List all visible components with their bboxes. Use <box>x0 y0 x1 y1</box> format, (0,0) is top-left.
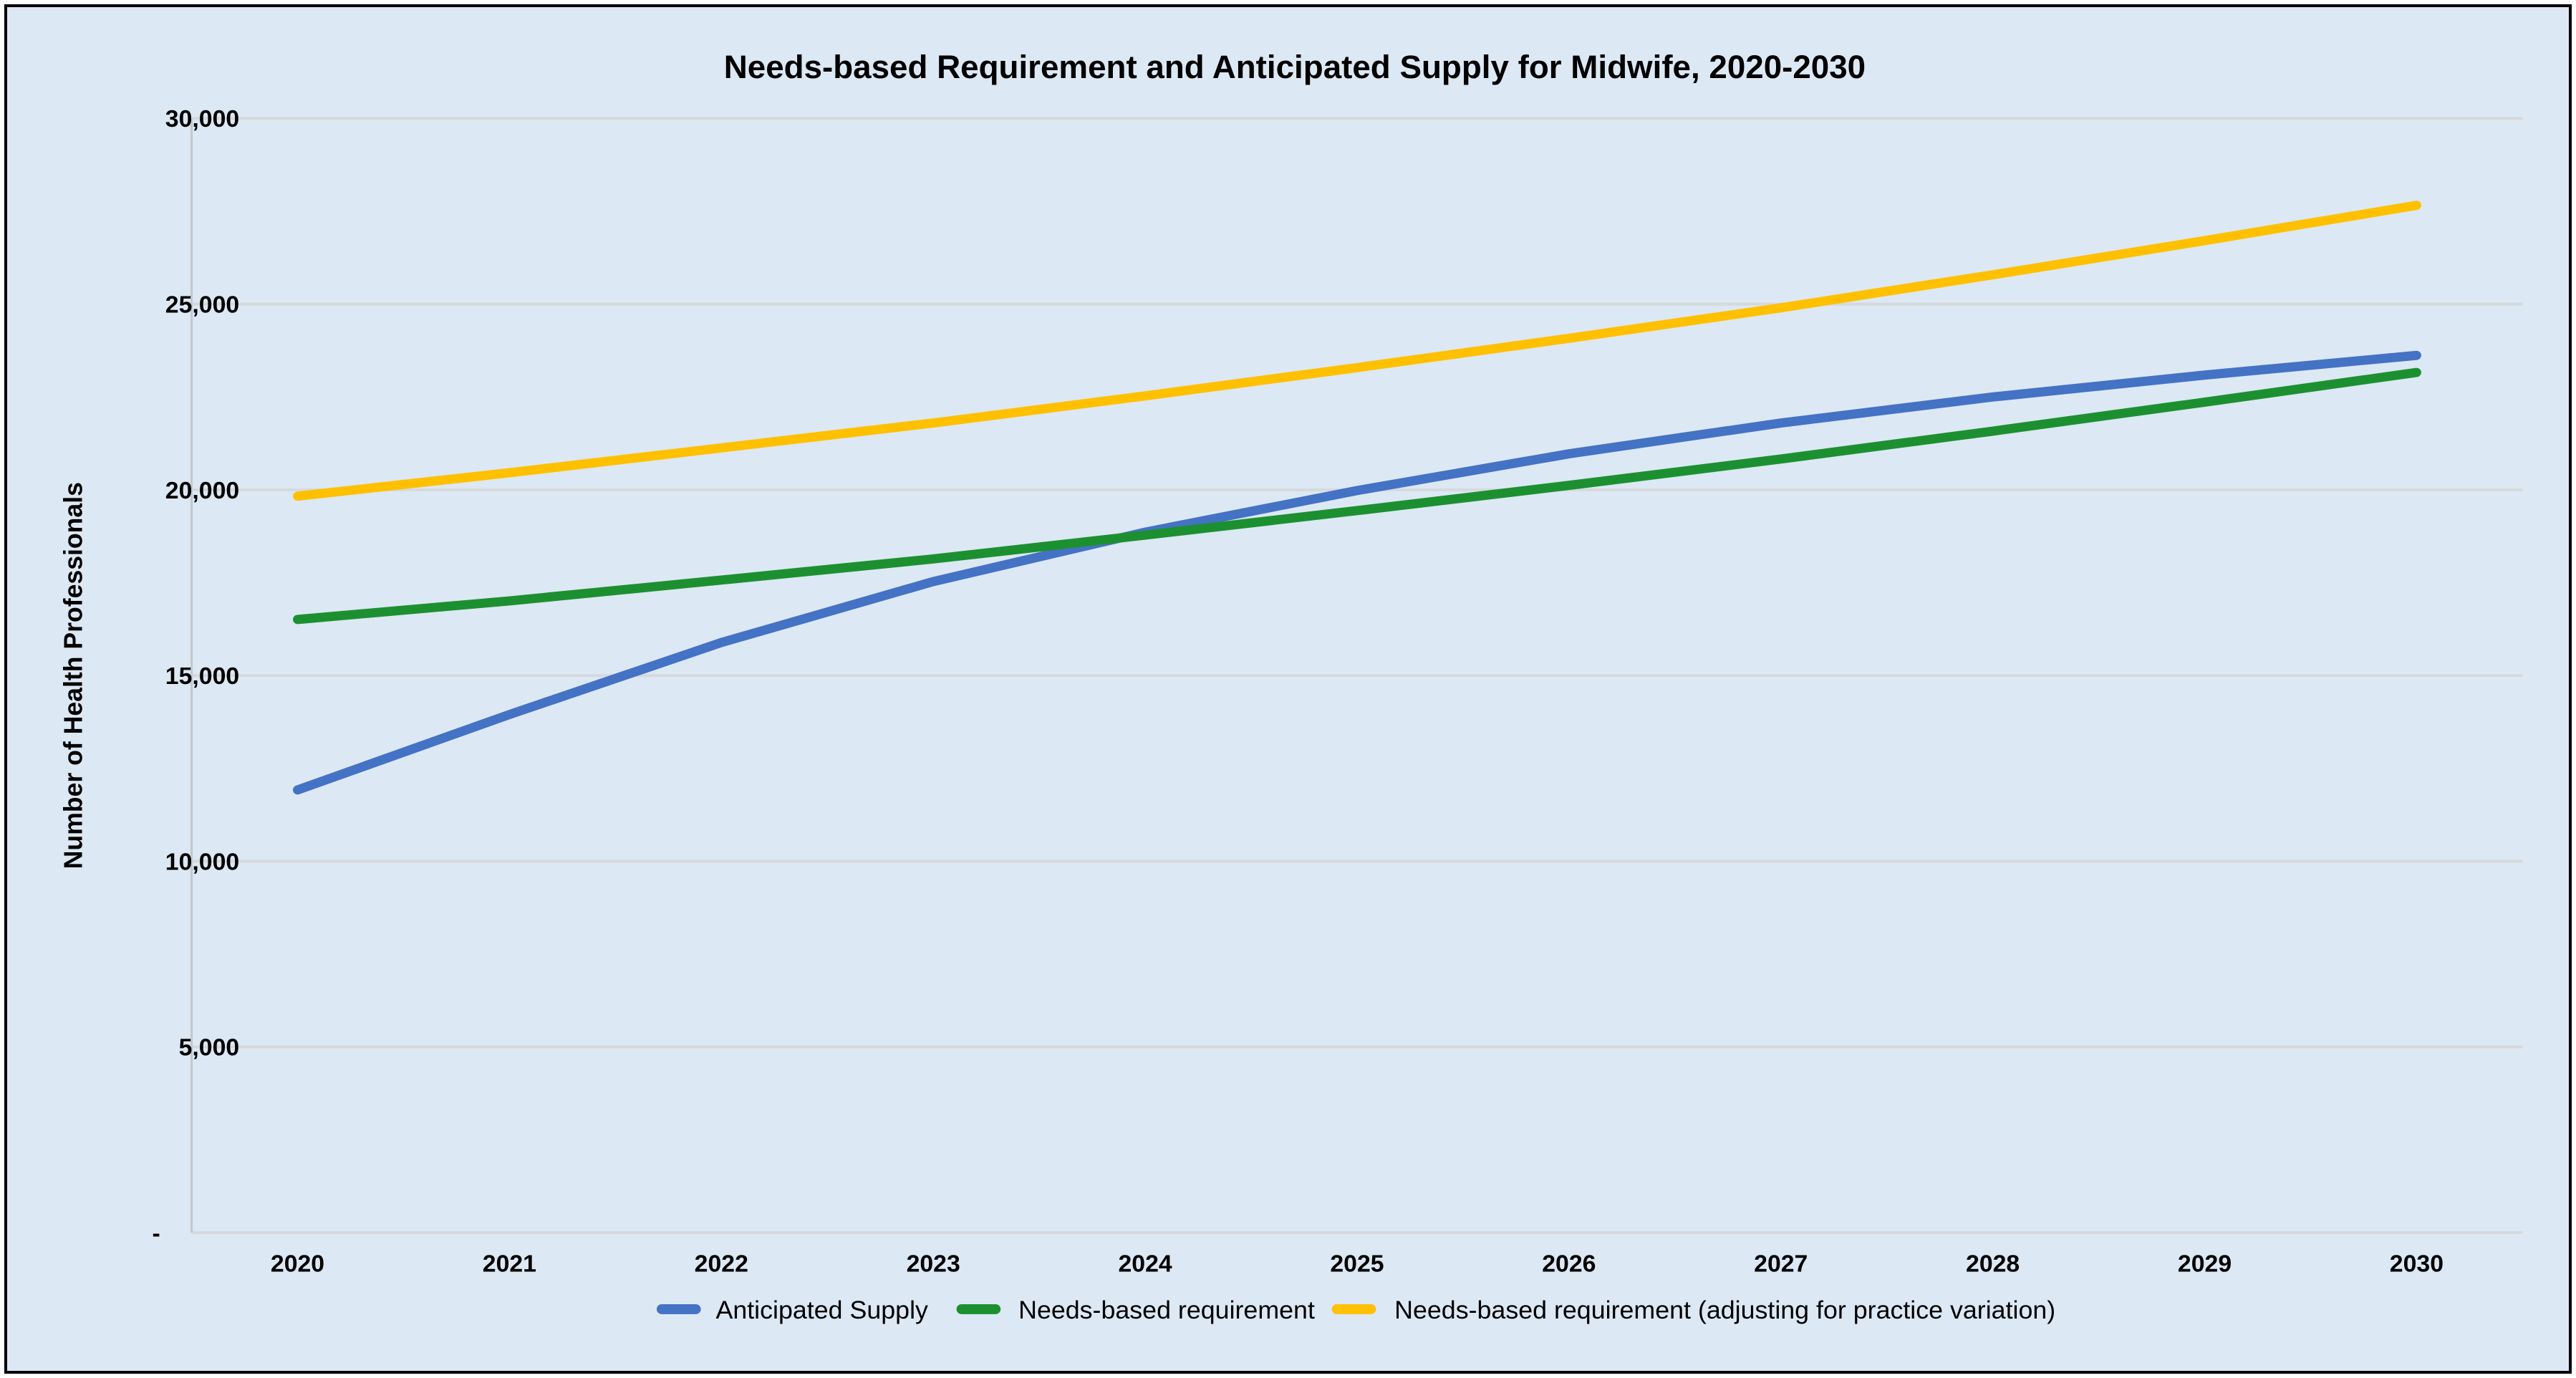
y-axis-title: Number of Health Professionals <box>59 482 87 869</box>
series-line <box>293 201 2421 501</box>
y-tick-labels: - 5,000 10,000 15,000 20,000 25,000 30,000 <box>153 105 240 1247</box>
legend-swatch <box>656 1304 701 1314</box>
legend-swatch <box>956 1304 1001 1314</box>
chart-frame: - 5,000 10,000 15,000 20,000 25,000 30,000 202… <box>4 4 2572 1374</box>
x-tick-label: 2028 <box>1966 1251 2020 1278</box>
chart-background <box>7 7 2569 1371</box>
y-tick-label: 20,000 <box>165 477 239 504</box>
legend-label: Needs-based requirement (adjusting for p… <box>1394 1296 2055 1324</box>
y-tick-label: 25,000 <box>165 292 239 319</box>
x-tick-label: 2023 <box>907 1251 960 1278</box>
x-tick-label: 2030 <box>2390 1251 2444 1278</box>
y-tick-label: 5,000 <box>179 1034 240 1061</box>
x-tick-label: 2026 <box>1542 1251 1596 1278</box>
plot-svg: - 5,000 10,000 15,000 20,000 25,000 30,000 202… <box>7 7 2569 1371</box>
x-tick-label: 2020 <box>271 1251 324 1278</box>
legend-swatch <box>1331 1304 1376 1314</box>
series-line <box>293 367 2421 625</box>
series-line <box>293 350 2421 795</box>
legend: Anticipated Supply Needs-based requiremen… <box>656 1296 2055 1324</box>
x-tick-label: 2025 <box>1330 1251 1384 1278</box>
x-tick-label: 2022 <box>695 1251 748 1278</box>
series-lines <box>293 201 2421 795</box>
legend-label: Needs-based requirement <box>1018 1296 1315 1324</box>
y-tick-label: 30,000 <box>165 105 239 132</box>
y-tick-label: 10,000 <box>165 848 239 875</box>
chart-title: Needs-based Requirement and Anticipated … <box>724 49 1866 85</box>
x-tick-label: 2021 <box>483 1251 536 1278</box>
x-tick-label: 2024 <box>1118 1251 1172 1278</box>
x-tick-label: 2027 <box>1754 1251 1808 1278</box>
x-tick-labels: 2020 2021 2022 2023 2024 2025 2026 2027 2028 2029… <box>271 1251 2444 1278</box>
x-tick-label: 2029 <box>2178 1251 2232 1278</box>
legend-label: Anticipated Supply <box>715 1296 928 1324</box>
y-tick-label: 15,000 <box>165 662 239 690</box>
y-tick-label: - <box>153 1220 160 1247</box>
